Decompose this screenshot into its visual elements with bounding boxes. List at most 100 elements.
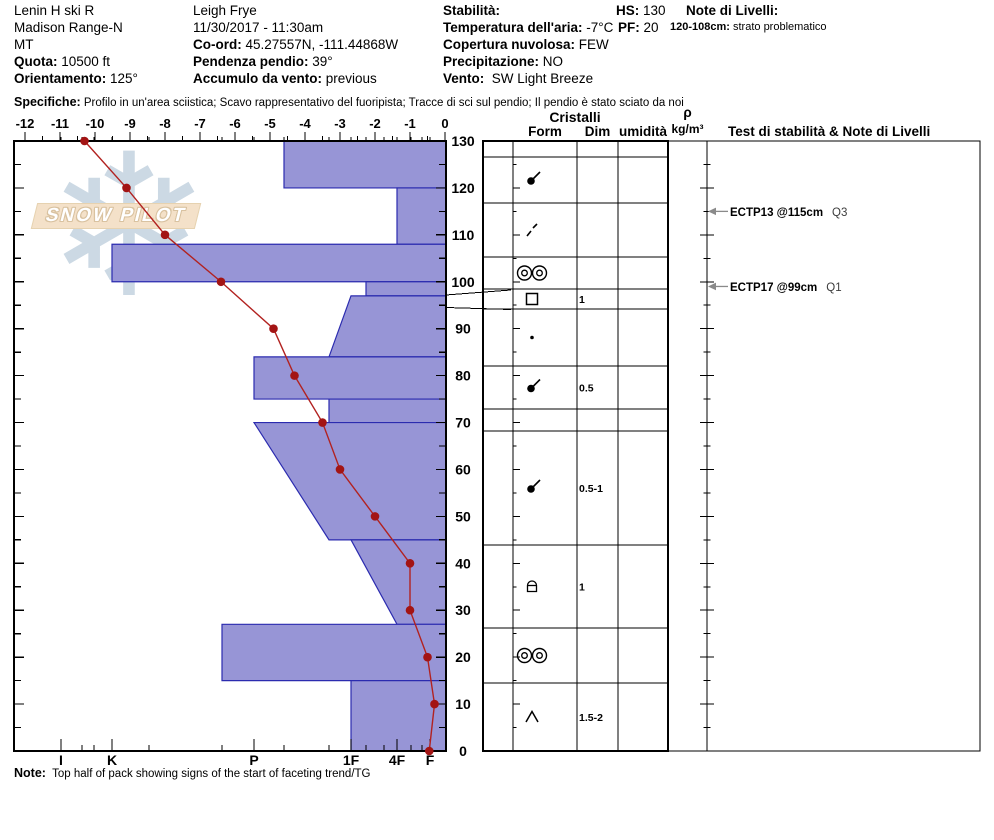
grain-dim-value: 1	[579, 582, 585, 594]
temp-tick-label: -3	[334, 116, 346, 131]
depth-label: 120	[451, 180, 475, 196]
temperature-point	[405, 559, 415, 568]
grain-shape	[525, 292, 539, 306]
aspect-row: Orientamento: 125°	[14, 71, 138, 86]
coordinates-row: Co-ord: 45.27557N, -111.44868W	[193, 37, 399, 52]
hardness-layer-bar	[328, 398, 447, 424]
depth-label: 90	[455, 321, 471, 337]
stability-test-label: ECTP17 @99cm Q1	[730, 282, 842, 294]
temp-tick-label: -1	[404, 116, 416, 131]
grain-form-slash-icon	[526, 223, 538, 237]
stability-row: Stabilità:	[443, 3, 501, 18]
air-temp-row: Temperatura dell'aria: -7°C	[443, 20, 614, 35]
crystal-table-title: Cristalli	[549, 109, 600, 125]
pf-row: PF: 20	[618, 20, 659, 35]
temperature-point	[269, 324, 278, 333]
site-name: Lenin H ski R	[14, 3, 95, 18]
temperature-point	[80, 136, 89, 146]
density-column	[667, 140, 708, 752]
hardness-layer-bar	[328, 295, 447, 358]
grain-form-arch-square-icon	[526, 580, 538, 593]
hardness-tick-label: F	[426, 752, 435, 768]
temp-tick-label: -6	[229, 116, 241, 131]
grain-shape	[516, 647, 533, 664]
temperature-point	[122, 183, 131, 193]
depth-label: 20	[455, 649, 471, 665]
temperature-point	[335, 465, 345, 474]
grain-dim-value: 1.5-2	[579, 712, 603, 724]
density-header-unit: kg/m³	[671, 122, 703, 136]
grain-shape	[525, 709, 539, 723]
temperature-point	[290, 371, 299, 380]
grain-dim-value: 0.5	[579, 383, 594, 395]
humidity-column-header: umidità	[619, 124, 667, 139]
shear-quality: Q3	[832, 207, 847, 219]
state-name: MT	[14, 37, 34, 52]
shear-quality: Q1	[826, 282, 841, 294]
grain-form-double-circle-icon	[516, 265, 548, 281]
slope-angle-row: Pendenza pendio: 39°	[193, 54, 333, 69]
test-result: ECTP13 @115cm	[730, 207, 823, 219]
temp-tick-label: -5	[264, 116, 276, 131]
grain-shape	[516, 265, 533, 281]
depth-label: 30	[455, 602, 471, 618]
grain-dim-value: 1	[579, 294, 585, 306]
range-name: Madison Range-N	[14, 20, 123, 35]
funnel-line	[445, 289, 512, 296]
crystal-table-border	[482, 140, 669, 752]
hardness-tick-label: K	[107, 752, 117, 768]
depth-label: 80	[455, 368, 471, 384]
grain-shape	[532, 171, 541, 180]
depth-label: 110	[452, 227, 475, 243]
tests-panel	[706, 140, 981, 752]
temp-tick-label: -10	[86, 116, 105, 131]
sky-cover-row: Copertura nuvolosa: FEW	[443, 37, 609, 52]
grain-shape	[527, 177, 535, 185]
header-location-column: Lenin H ski R Madison Range-N MT Quota: …	[14, 2, 138, 87]
depth-label: 10	[455, 696, 471, 712]
dim-column-header: Dim	[585, 124, 611, 139]
observation-datetime: 11/30/2017 - 11:30am	[193, 20, 324, 35]
grain-shape	[521, 269, 528, 277]
temperature-point	[216, 277, 226, 287]
hardness-layer-bar	[349, 539, 447, 625]
temp-tick-label: -4	[299, 116, 311, 131]
grain-form-dot-tail-icon	[527, 171, 541, 185]
temperature-point	[430, 699, 439, 709]
depth-label: 100	[451, 274, 475, 290]
hardness-tick-label: 4F	[389, 752, 406, 768]
grain-shape	[526, 580, 538, 593]
grain-form-double-circle-icon	[516, 647, 548, 664]
wind-loading-row: Accumulo da vento: previous	[193, 71, 377, 86]
grain-shape	[536, 652, 543, 659]
hardness-layer-bar	[283, 140, 447, 189]
precipitation-row: Precipitazione: NO	[443, 54, 564, 69]
temperature-point	[318, 418, 327, 427]
grain-shape	[531, 265, 548, 281]
grain-shape	[527, 485, 535, 493]
grain-form-dot-icon	[530, 335, 534, 340]
hardness-tick-label: 1F	[343, 752, 360, 768]
wind-row: Vento: SW Light Breeze	[443, 71, 594, 86]
grain-shape	[531, 647, 548, 664]
depth-label: 40	[455, 555, 471, 571]
layer-note-row: 120-108cm: strato problematico	[670, 21, 827, 33]
layer-notes-title: Note di Livelli:	[686, 3, 779, 18]
tests-panel-header: Test di stabilità & Note di Livelli	[728, 124, 930, 139]
depth-label: 130	[451, 133, 475, 149]
grain-shape	[526, 230, 532, 237]
temperature-point	[424, 746, 434, 756]
temperature-point	[370, 512, 380, 521]
hardness-layer-bar	[111, 243, 447, 283]
hardness-layer-bar	[350, 680, 447, 752]
temp-tick-label: -7	[194, 116, 206, 131]
hardness-layer-bar	[365, 281, 447, 297]
depth-label: 70	[455, 415, 471, 431]
header-observer-column: Leigh Frye 11/30/2017 - 11:30am Co-ord: …	[193, 2, 398, 87]
temperature-point	[405, 605, 415, 615]
footer-note: Note: Top half of pack showing signs of …	[14, 766, 371, 780]
temp-tick-label: -12	[16, 116, 35, 131]
depth-label: 50	[455, 508, 471, 524]
